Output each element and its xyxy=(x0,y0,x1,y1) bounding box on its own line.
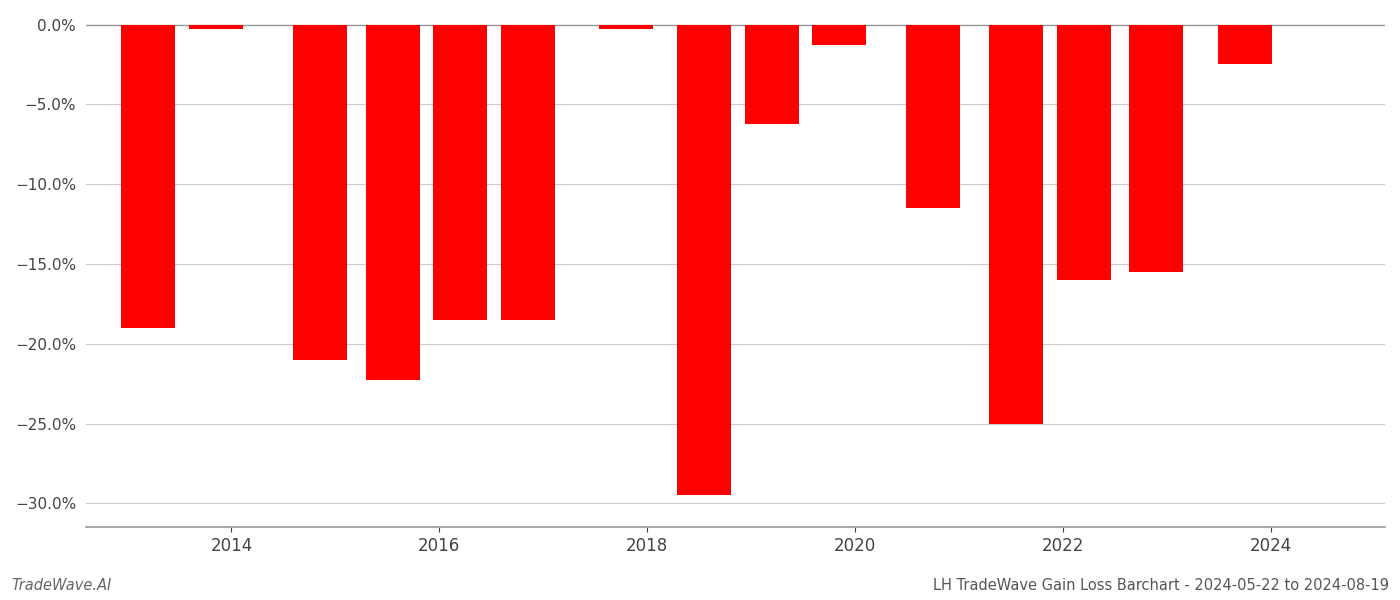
Bar xyxy=(599,25,654,29)
Bar xyxy=(293,25,347,360)
Bar xyxy=(678,25,731,496)
Bar xyxy=(122,25,175,328)
Bar xyxy=(365,25,420,380)
Bar xyxy=(1218,25,1271,64)
Text: TradeWave.AI: TradeWave.AI xyxy=(11,578,112,593)
Bar xyxy=(433,25,487,320)
Bar xyxy=(745,25,799,124)
Bar xyxy=(988,25,1043,424)
Bar xyxy=(906,25,960,208)
Bar xyxy=(189,25,242,29)
Bar xyxy=(501,25,554,320)
Bar xyxy=(812,25,867,46)
Text: LH TradeWave Gain Loss Barchart - 2024-05-22 to 2024-08-19: LH TradeWave Gain Loss Barchart - 2024-0… xyxy=(932,578,1389,593)
Bar xyxy=(1057,25,1110,280)
Bar xyxy=(1130,25,1183,272)
